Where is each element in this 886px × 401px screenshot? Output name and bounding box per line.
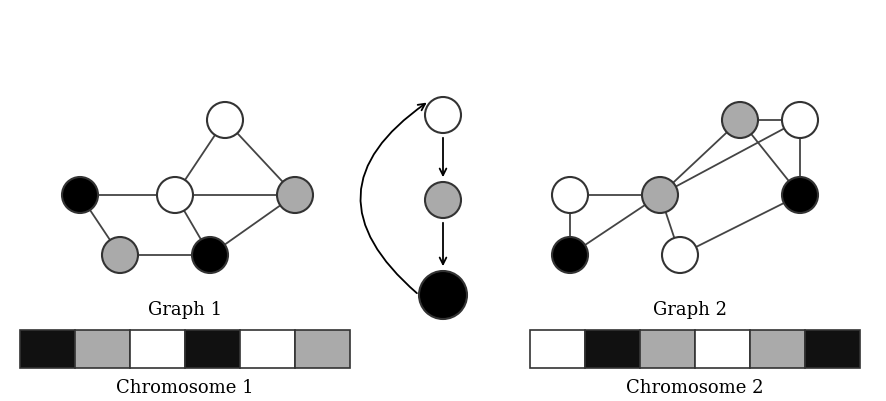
Circle shape — [157, 177, 193, 213]
Circle shape — [552, 177, 588, 213]
Bar — [805, 330, 860, 368]
Circle shape — [782, 102, 818, 138]
Circle shape — [192, 237, 228, 273]
Bar — [585, 330, 640, 368]
Bar — [640, 330, 695, 368]
Circle shape — [425, 182, 461, 218]
Bar — [750, 330, 805, 368]
Bar — [295, 330, 350, 368]
Bar — [240, 330, 295, 368]
Bar — [20, 330, 75, 368]
Circle shape — [552, 237, 588, 273]
Text: Chromosome 1: Chromosome 1 — [116, 379, 253, 397]
Bar — [530, 330, 585, 368]
Text: Graph 1: Graph 1 — [148, 301, 222, 319]
Circle shape — [425, 97, 461, 133]
Text: Graph 2: Graph 2 — [653, 301, 727, 319]
Text: Chromosome 2: Chromosome 2 — [626, 379, 764, 397]
Circle shape — [722, 102, 758, 138]
Circle shape — [419, 271, 467, 319]
Circle shape — [102, 237, 138, 273]
Bar — [185, 330, 240, 368]
Bar — [130, 330, 185, 368]
Circle shape — [62, 177, 98, 213]
Circle shape — [277, 177, 313, 213]
Bar — [695, 330, 750, 368]
Circle shape — [662, 237, 698, 273]
Circle shape — [782, 177, 818, 213]
Circle shape — [207, 102, 243, 138]
Circle shape — [642, 177, 678, 213]
Bar — [75, 330, 130, 368]
